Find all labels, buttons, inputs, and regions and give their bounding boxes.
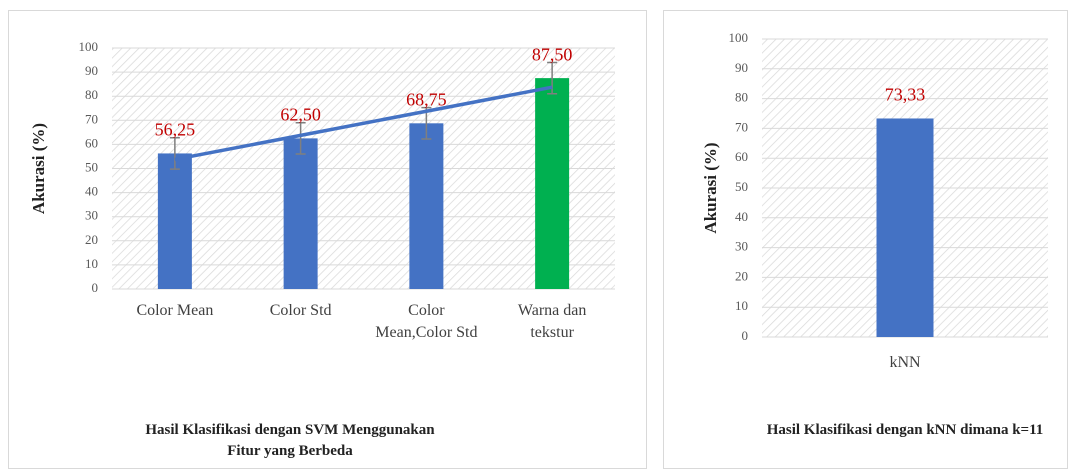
bar	[535, 78, 570, 289]
y-tick-label: 90	[85, 63, 98, 78]
y-tick-label: 10	[735, 298, 748, 313]
y-tick-label: 80	[85, 87, 98, 102]
y-tick-label: 60	[85, 135, 98, 150]
error-bar	[295, 121, 306, 155]
value-label: 87,50	[532, 44, 573, 64]
x-tick-label: Warna dan tekstur	[517, 302, 587, 341]
y-tick-label: 0	[92, 280, 99, 295]
value-label: 68,75	[406, 89, 447, 109]
value-label: 56,25	[155, 120, 196, 140]
x-tick-label: kNN	[889, 354, 921, 371]
y-axis-label: Akurasi (%)	[701, 142, 720, 233]
y-tick-label: 90	[735, 60, 748, 75]
value-label: 73,33	[885, 85, 926, 105]
chart-title: Hasil Klasifikasi dengan SVM Menggunakan…	[145, 422, 435, 459]
x-tick-label: Color Mean,Color Std	[375, 302, 478, 341]
bar	[409, 123, 444, 289]
bar	[157, 153, 192, 289]
x-tick-label: Color Std	[269, 302, 332, 319]
y-tick-label: 60	[735, 149, 748, 164]
trendline	[174, 85, 553, 162]
y-tick-label: 40	[735, 209, 748, 224]
x-tick-label: Color Mean	[136, 302, 214, 319]
y-tick-label: 10	[85, 256, 98, 271]
y-tick-label: 70	[735, 119, 748, 134]
y-tick-label: 70	[85, 111, 98, 126]
bar	[283, 138, 318, 289]
y-tick-label: 20	[85, 232, 98, 247]
value-label: 62,50	[280, 105, 321, 125]
error-bar	[169, 137, 180, 170]
y-tick-label: 50	[85, 159, 98, 174]
y-axis-label: Akurasi (%)	[29, 123, 48, 214]
y-tick-label: 20	[735, 268, 748, 283]
y-tick-label: 100	[79, 39, 99, 54]
y-tick-label: 0	[742, 328, 749, 343]
y-tick-label: 100	[729, 30, 749, 45]
y-tick-label: 80	[735, 90, 748, 105]
y-tick-label: 50	[735, 179, 748, 194]
y-tick-label: 30	[735, 239, 748, 254]
y-tick-label: 40	[85, 184, 98, 199]
chart-title: Hasil Klasifikasi dengan kNN dimana k=11	[766, 422, 1044, 438]
y-tick-label: 30	[85, 208, 98, 223]
bar	[876, 118, 934, 338]
